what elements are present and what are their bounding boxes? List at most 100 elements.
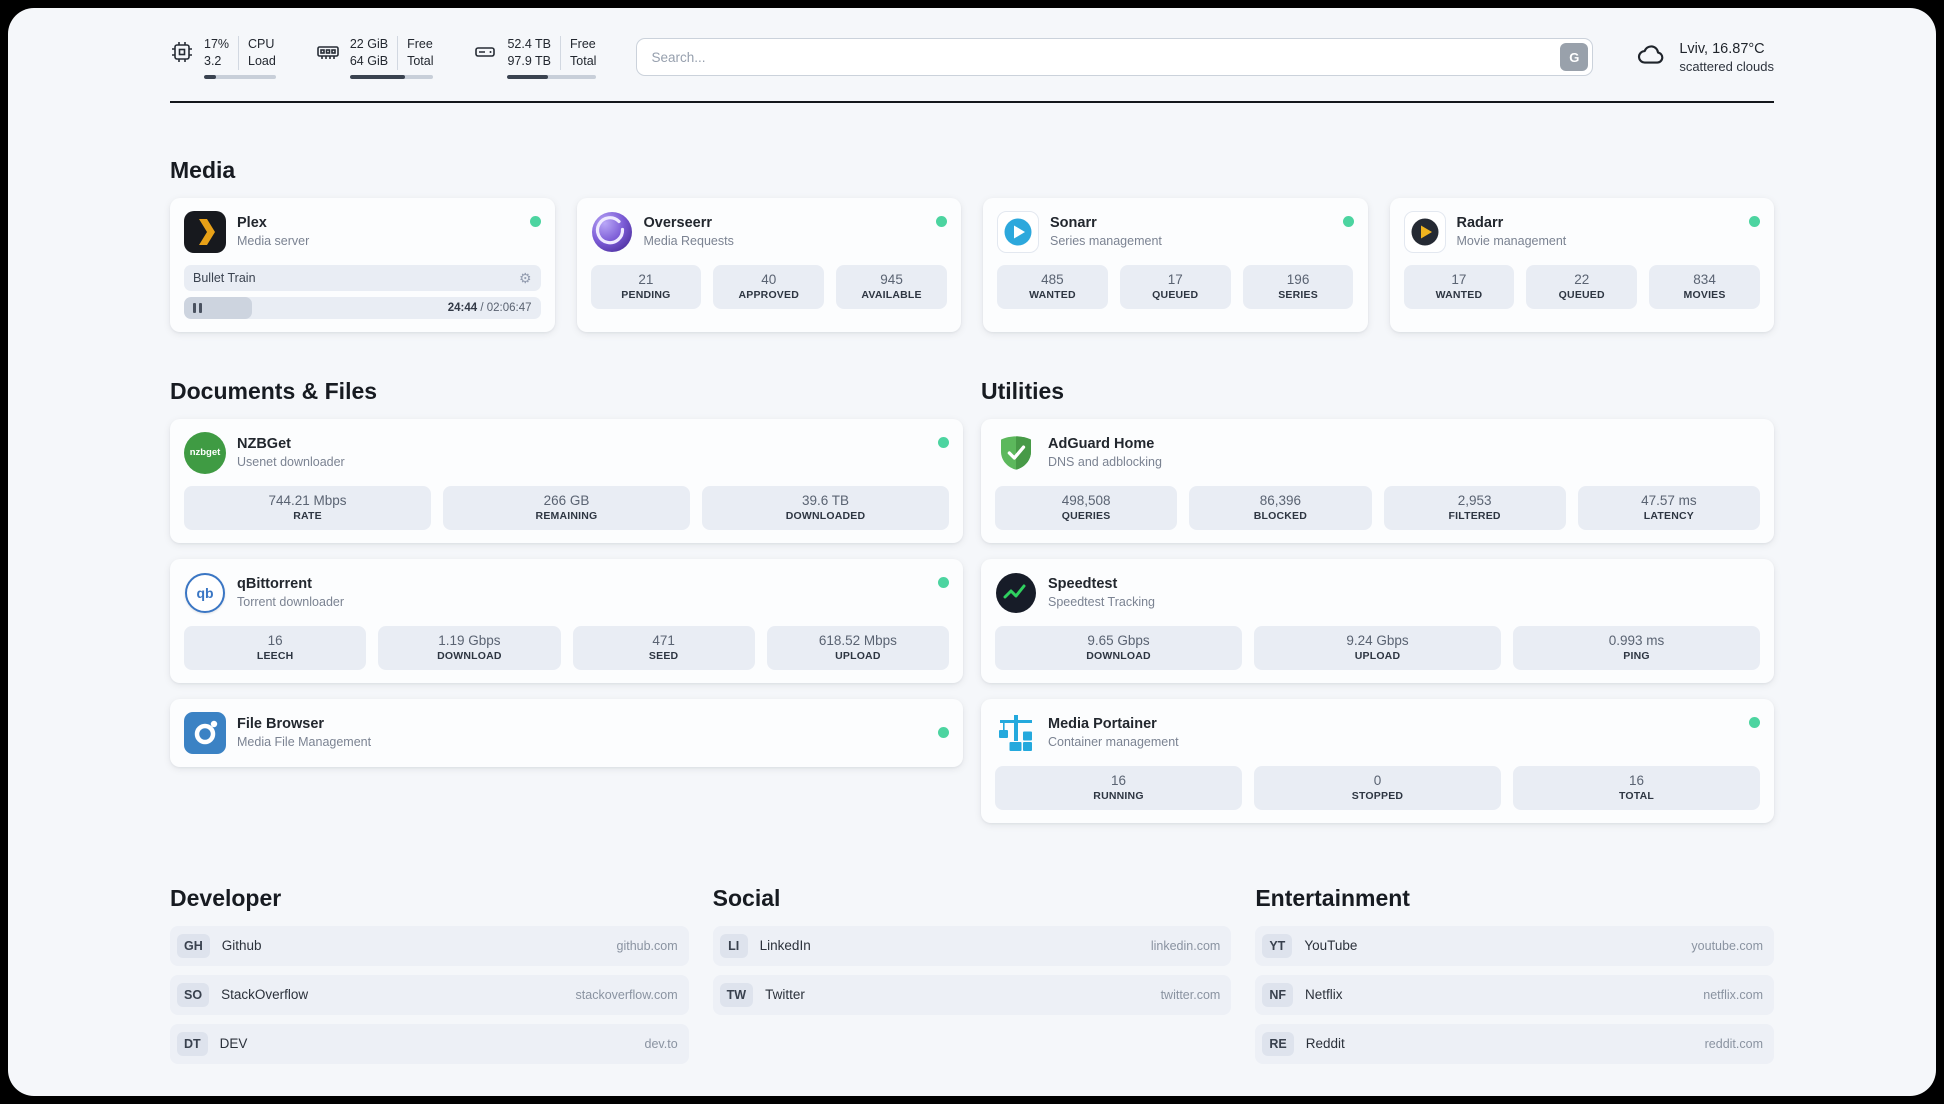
search-bar: G: [636, 38, 1594, 77]
bookmark-name: Twitter: [765, 987, 805, 1003]
section-title-media: Media: [170, 156, 236, 183]
memory-label-top: Free: [407, 37, 433, 51]
bookmark-group-social: Social LI LinkedIn linkedin.com TW Twitt…: [712, 885, 1232, 1064]
app-card-plex[interactable]: Plex Media server Bullet Train ⚙: [170, 197, 555, 332]
stat-value: 39.6 TB: [801, 492, 850, 508]
stat-label: UPLOAD: [835, 649, 881, 662]
bookmark-youtube[interactable]: YT YouTube youtube.com: [1255, 925, 1774, 966]
bookmark-url: stackoverflow.com: [575, 987, 678, 1002]
status-online-dot: [938, 576, 949, 588]
stat-value: 834: [1693, 271, 1716, 287]
app-card-radarr[interactable]: Radarr Movie management 17 WANTED 22 QUE…: [1389, 197, 1774, 332]
search-engine-button[interactable]: G: [1560, 43, 1589, 72]
stat-value: 498,508: [1061, 492, 1111, 508]
cpu-label-top: CPU: [248, 37, 275, 51]
app-card-sonarr[interactable]: Sonarr Series management 485 WANTED 17 Q…: [983, 197, 1368, 332]
bookmark-name: Netflix: [1305, 987, 1343, 1003]
header-divider: [170, 100, 1774, 103]
stat-value: 9.65 Gbps: [1087, 632, 1150, 648]
pause-icon[interactable]: [193, 302, 202, 313]
bookmark-abbr: SO: [177, 982, 210, 1007]
stat-value: 2,953: [1457, 492, 1492, 508]
bookmark-name: Github: [221, 938, 262, 954]
app-card-filebrowser[interactable]: File Browser Media File Management: [170, 698, 963, 767]
bookmark-url: youtube.com: [1691, 938, 1763, 953]
bookmark-linkedin[interactable]: LI LinkedIn linkedin.com: [712, 925, 1232, 966]
seek-progress-fill: [184, 296, 252, 319]
filebrowser-icon: [184, 711, 226, 754]
app-card-speedtest[interactable]: Speedtest Speedtest Tracking 9.65 Gbps D…: [981, 558, 1774, 683]
memory-widget: 22 GiB 64 GiB Free Total: [316, 36, 434, 79]
app-card-adguard[interactable]: AdGuard Home DNS and adblocking 498,508 …: [981, 418, 1774, 543]
stat-box: 618.52 Mbps UPLOAD: [766, 625, 949, 670]
cpu-load: 3.2: [204, 53, 222, 68]
stat-value: 9.24 Gbps: [1346, 632, 1409, 648]
stat-label: UPLOAD: [1354, 649, 1401, 662]
stat-value: 485: [1041, 271, 1064, 287]
stat-box: 17 WANTED: [1403, 264, 1515, 309]
search-input[interactable]: [636, 38, 1594, 77]
bookmark-abbr: DT: [177, 1031, 208, 1056]
bookmark-name: Reddit: [1305, 1036, 1345, 1052]
app-subtitle: Media Requests: [643, 234, 734, 249]
section-title-utilities: Utilities: [981, 377, 1065, 404]
status-online-dot: [529, 215, 541, 227]
stat-box: 0.993 ms PING: [1513, 625, 1760, 670]
cloud-icon: [1633, 40, 1669, 75]
stat-box: 498,508 QUERIES: [995, 485, 1178, 530]
bookmark-twitter[interactable]: TW Twitter twitter.com: [712, 974, 1232, 1015]
app-name: Speedtest: [1048, 576, 1118, 593]
stat-label: WANTED: [1029, 288, 1076, 301]
bookmark-abbr: RE: [1262, 1031, 1294, 1056]
gear-icon[interactable]: ⚙: [518, 269, 532, 286]
stat-value: 266 GB: [543, 492, 590, 508]
hard-drive-icon: [473, 40, 497, 64]
stat-box: 471 SEED: [572, 625, 755, 670]
memory-label-bottom: Total: [407, 53, 434, 68]
cpu-usage: 17%: [204, 37, 230, 51]
bookmark-name: YouTube: [1304, 938, 1358, 954]
app-card-portainer[interactable]: Media Portainer Container management 16 …: [981, 698, 1774, 823]
seek-bar[interactable]: 24:44 / 02:06:47: [184, 296, 541, 319]
app-name: Radarr: [1456, 215, 1504, 232]
cpu-progress-bar: [204, 74, 276, 79]
stat-box: 86,396 BLOCKED: [1189, 485, 1372, 530]
bookmark-stackoverflow[interactable]: SO StackOverflow stackoverflow.com: [170, 974, 689, 1015]
stat-value: 0.993 ms: [1608, 632, 1665, 648]
weather-condition: scattered clouds: [1679, 58, 1774, 74]
radarr-icon: [1403, 210, 1446, 253]
bookmark-reddit[interactable]: RE Reddit reddit.com: [1255, 1023, 1774, 1064]
bookmark-dev[interactable]: DT DEV dev.to: [170, 1023, 689, 1064]
stat-value: 618.52 Mbps: [818, 632, 897, 648]
weather-widget: Lviv, 16.87°C scattered clouds: [1633, 40, 1774, 75]
overseerr-icon: [591, 211, 633, 253]
app-subtitle: Usenet downloader: [237, 455, 345, 470]
weather-location: Lviv, 16.87°C: [1679, 40, 1765, 57]
app-name: AdGuard Home: [1048, 436, 1155, 453]
memory-total: 64 GiB: [349, 53, 389, 68]
stat-box: 9.65 Gbps DOWNLOAD: [995, 625, 1242, 670]
bookmark-netflix[interactable]: NF Netflix netflix.com: [1255, 974, 1774, 1015]
bookmark-url: linkedin.com: [1150, 938, 1221, 953]
section-title-entertainment: Entertainment: [1255, 884, 1410, 911]
stat-value: 744.21 Mbps: [268, 492, 347, 508]
status-online-dot: [938, 436, 949, 448]
stat-label: QUEUED: [1152, 288, 1199, 301]
app-card-nzbget[interactable]: nzbget NZBGet Usenet downloader 744.21 M…: [170, 418, 963, 543]
status-online-dot: [936, 215, 947, 227]
stat-box: 16 LEECH: [184, 625, 367, 670]
bookmark-abbr: TW: [719, 982, 754, 1007]
bookmark-group-developer: Developer GH Github github.com SO StackO…: [170, 885, 689, 1064]
app-subtitle: Container management: [1048, 735, 1179, 750]
top-bar: 17% 3.2 CPU Load: [170, 8, 1774, 79]
stat-label: TOTAL: [1618, 789, 1655, 802]
app-name: Plex: [237, 215, 267, 232]
stat-value: 196: [1286, 271, 1310, 287]
app-card-overseerr[interactable]: Overseerr Media Requests 21 PENDING 40 A…: [576, 197, 961, 332]
memory-free: 22 GiB: [349, 37, 389, 51]
app-card-qbittorrent[interactable]: qb qBittorrent Torrent downloader 16 LEE…: [170, 558, 963, 683]
playback-time: 24:44 / 02:06:47: [447, 301, 532, 314]
bookmark-url: twitter.com: [1160, 987, 1221, 1002]
bookmark-abbr: YT: [1262, 933, 1293, 958]
bookmark-github[interactable]: GH Github github.com: [170, 925, 689, 966]
